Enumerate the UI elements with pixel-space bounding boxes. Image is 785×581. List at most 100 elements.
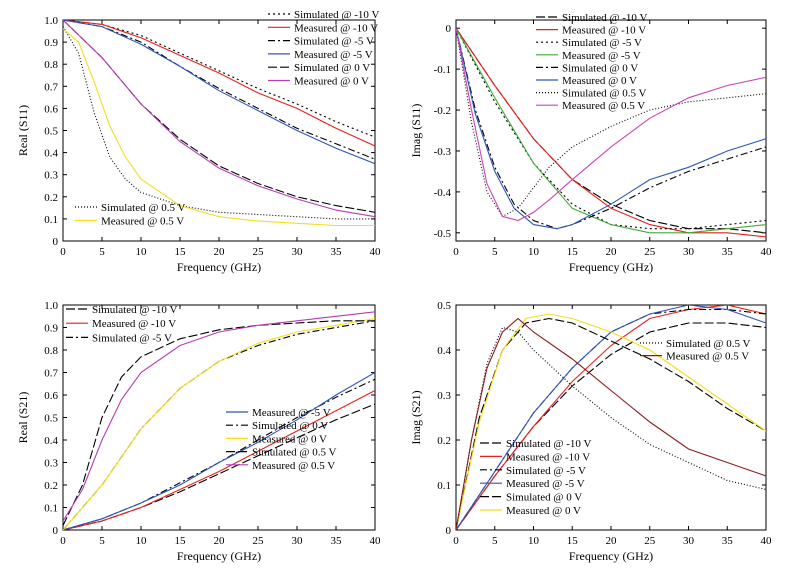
x-tick-label: 20 — [214, 535, 226, 547]
series-line-7 — [63, 26, 375, 220]
x-tick-label: 20 — [214, 246, 226, 258]
legend-label: Measured @ 0 V — [294, 76, 369, 88]
legend-label: Simulated @ 0 V — [294, 62, 370, 74]
x-axis-label: Frequency (GHz) — [569, 260, 653, 274]
y-tick-label: 0.4 — [437, 345, 451, 357]
y-tick-label: 0.5 — [44, 413, 58, 425]
x-tick-label: 30 — [683, 246, 695, 258]
y-tick-label: 0.6 — [44, 103, 58, 115]
legend-label: Simulated @ 0.5 V — [101, 202, 186, 214]
series-line-2 — [456, 27, 766, 238]
y-tick-label: -0.1 — [434, 64, 451, 76]
legend-label: Measured @ -5 V — [294, 49, 373, 61]
x-tick-label: 15 — [175, 535, 187, 547]
y-tick-label: 0.5 — [437, 300, 451, 312]
x-tick-label: 40 — [761, 246, 773, 258]
x-tick-label: 40 — [370, 535, 382, 547]
x-tick-label: 35 — [331, 246, 343, 258]
legend-label: Measured @ -10 V — [506, 451, 590, 463]
y-tick-label: -0.3 — [434, 146, 452, 158]
x-tick-label: 5 — [99, 246, 105, 258]
legend-label: Measured @ -5 V — [506, 478, 585, 490]
y-axis-label: Imag (S21) — [409, 390, 423, 444]
y-tick-label: 0 — [446, 23, 452, 35]
x-tick-label: 5 — [492, 246, 498, 258]
x-axis-label: Frequency (GHz) — [177, 260, 261, 274]
x-tick-label: 0 — [60, 535, 66, 547]
legend-label: Simulated @ -5 V — [92, 332, 172, 344]
legend-label: Measured @ -10 V — [294, 22, 378, 34]
series-line-7 — [456, 28, 766, 218]
legend-label: Simulated @ 0 V — [506, 492, 582, 504]
x-tick-label: 30 — [292, 535, 304, 547]
legend-label: Simulated @ -5 V — [562, 37, 642, 49]
y-tick-label: 0.8 — [44, 59, 58, 71]
x-tick-label: 0 — [453, 535, 459, 547]
series-line-8 — [456, 317, 766, 530]
series-line-6 — [456, 28, 766, 230]
series-line-2 — [63, 390, 375, 530]
series-line-6 — [456, 313, 766, 530]
x-tick-label: 40 — [761, 535, 773, 547]
y-tick-label: 0.2 — [44, 192, 58, 204]
x-axis-label: Frequency (GHz) — [569, 549, 653, 563]
series-line-6 — [63, 317, 375, 530]
legend-label: Measured @ 0.5 V — [562, 100, 645, 112]
y-tick-label: 1.0 — [44, 300, 58, 312]
legend-label: Measured @ 0 V — [252, 433, 327, 445]
y-tick-label: -0.2 — [434, 105, 451, 117]
x-tick-label: 10 — [528, 246, 540, 258]
x-tick-label: 5 — [492, 535, 498, 547]
legend-label: Measured @ -10 V — [92, 318, 176, 330]
x-tick-label: 25 — [253, 535, 265, 547]
legend-label: Simulated @ -10 V — [562, 12, 647, 24]
legend-label: Simulated @ 0.5 V — [252, 447, 337, 459]
x-axis-label: Frequency (GHz) — [177, 549, 261, 563]
series-line-8 — [63, 28, 375, 227]
x-tick-label: 15 — [567, 246, 579, 258]
x-tick-label: 35 — [722, 535, 734, 547]
x-tick-label: 25 — [253, 246, 265, 258]
panel-4: 0 5 10 15 20 25 30 35 40 0 0.1 0.2 0.3 0.4 0.5 Frequenc… — [409, 300, 772, 563]
y-tick-label: 0 — [53, 525, 59, 537]
legend-label: Simulated @ -10 V — [506, 438, 591, 450]
series-line-4 — [63, 20, 375, 165]
legend-label: Measured @ 0.5 V — [101, 216, 184, 228]
y-tick-label: 0.1 — [44, 503, 58, 515]
y-tick-label: -0.5 — [434, 228, 452, 240]
y-tick-label: 0.9 — [44, 37, 58, 49]
x-tick-label: 15 — [567, 535, 579, 547]
y-tick-label: 0 — [53, 236, 59, 248]
x-tick-label: 20 — [606, 246, 618, 258]
legend-label: Simulated @ -10 V — [92, 304, 177, 316]
y-tick-label: 0.3 — [44, 170, 58, 182]
series-line-8 — [456, 28, 766, 222]
legend-label: Measured @ -5 V — [562, 50, 641, 62]
y-tick-label: 1.0 — [44, 15, 58, 27]
y-tick-label: 0.9 — [44, 323, 58, 335]
y-tick-label: 0.5 — [44, 126, 58, 138]
series-line-4 — [63, 372, 375, 530]
y-tick-label: 0.4 — [44, 148, 58, 160]
series-line-4 — [456, 27, 766, 234]
legend-label: Measured @ -5 V — [252, 407, 331, 419]
legend-label: Simulated @ -5 V — [294, 36, 374, 48]
x-tick-label: 0 — [60, 246, 66, 258]
x-tick-label: 10 — [528, 535, 540, 547]
y-tick-label: 0.8 — [44, 345, 58, 357]
series-line-8 — [63, 311, 375, 522]
series-line-1 — [63, 20, 375, 138]
series-line-3 — [63, 20, 375, 160]
panel-2: 0 5 10 15 20 25 30 35 40 0 -0.1 -0.2 -0.3 -0.4 -0.5 Fre… — [409, 12, 772, 274]
x-tick-label: 40 — [370, 246, 382, 258]
x-tick-label: 20 — [606, 535, 618, 547]
legend-label: Simulated @ 0 V — [562, 62, 638, 74]
legend-label: Simulated @ 0.5 V — [562, 88, 647, 100]
y-tick-label: 0.7 — [44, 81, 58, 93]
x-tick-label: 25 — [644, 535, 656, 547]
legend-label: Measured @ 0.5 V — [252, 460, 335, 472]
